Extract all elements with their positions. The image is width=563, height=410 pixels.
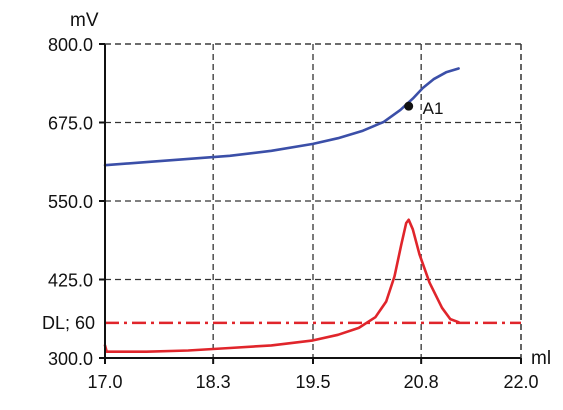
annotations: A1 — [404, 99, 443, 118]
y-axis-label: mV — [70, 10, 99, 31]
a1-point-marker — [404, 101, 414, 111]
y-tick-label: 300.0 — [48, 349, 93, 369]
y-tick-label: 550.0 — [48, 192, 93, 212]
x-tick-label: 18.3 — [196, 372, 231, 392]
series-group — [103, 67, 460, 353]
potential-curve-line — [103, 67, 460, 167]
x-axis-label: ml — [531, 348, 551, 369]
tick-labels: 17.0 18.3 19.5 20.8 22.0 300.0 425.0 550.0 675.0… — [48, 35, 539, 392]
axes — [99, 43, 522, 364]
reference-line-group: DL; 60 — [42, 313, 521, 333]
x-tick-label: 19.5 — [295, 372, 330, 392]
dl-reference-label: DL; 60 — [42, 313, 95, 333]
grid-lines — [105, 43, 522, 358]
x-tick-label: 20.8 — [404, 372, 439, 392]
y-tick-label: 800.0 — [48, 35, 93, 55]
y-tick-label: 425.0 — [48, 271, 93, 291]
derivative-curve-line — [103, 218, 460, 353]
x-tick-label: 22.0 — [503, 372, 538, 392]
a1-point-label: A1 — [423, 99, 444, 118]
y-tick-label: 675.0 — [48, 114, 93, 134]
x-tick-label: 17.0 — [87, 372, 122, 392]
